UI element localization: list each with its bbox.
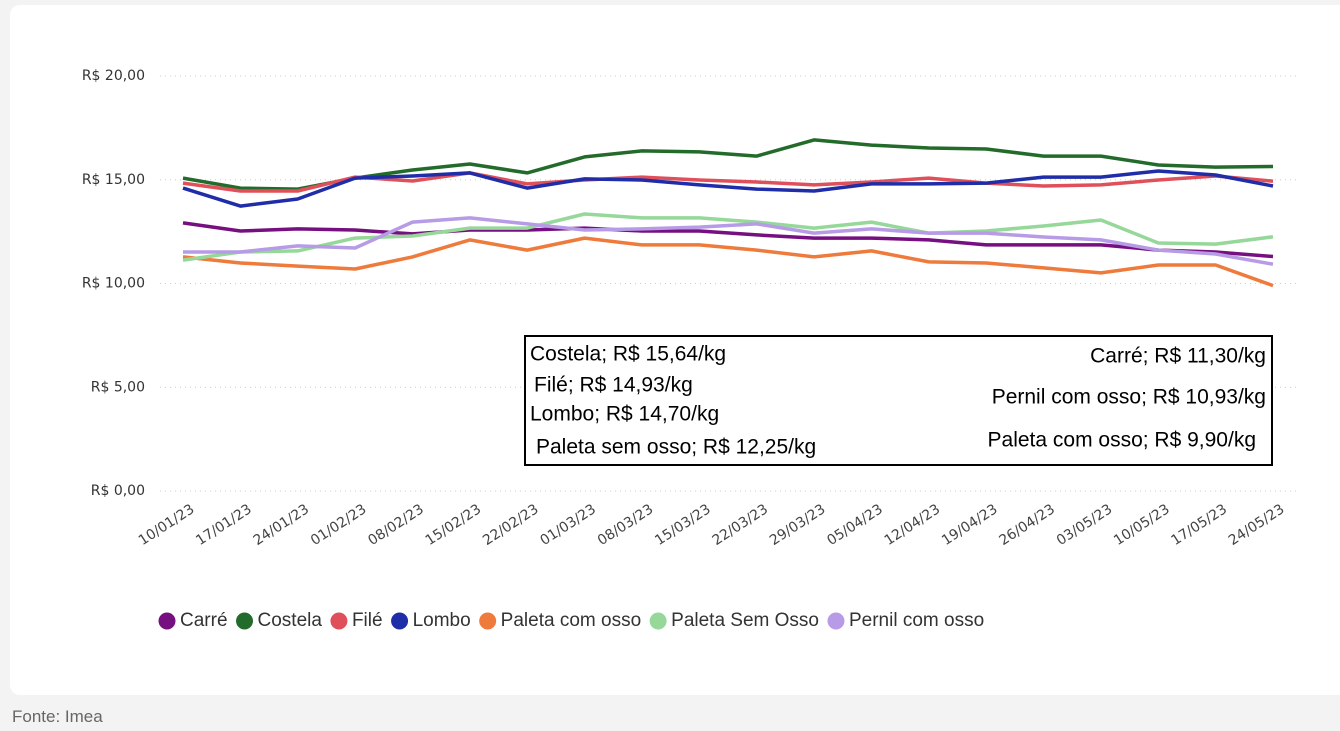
legend-marker xyxy=(391,612,409,630)
legend-marker xyxy=(158,612,176,630)
legend-marker xyxy=(330,612,348,630)
legend-label: Paleta Sem Osso xyxy=(671,610,819,631)
y-tick-label: R$ 5,00 xyxy=(91,379,145,395)
legend-label: Filé xyxy=(352,610,383,631)
x-tick-label: 10/05/23 xyxy=(1111,501,1172,549)
x-tick-label: 29/03/23 xyxy=(767,501,828,549)
annotation: Paleta sem osso; R$ 12,25/kg xyxy=(536,436,816,459)
x-tick-label: 17/05/23 xyxy=(1169,501,1230,549)
x-tick-label: 22/02/23 xyxy=(480,501,541,549)
x-tick-label: 10/01/23 xyxy=(136,501,197,549)
x-tick-label: 08/02/23 xyxy=(365,501,426,549)
x-tick-label: 15/03/23 xyxy=(652,501,713,549)
annotation: Pernil com osso; R$ 10,93/kg xyxy=(992,386,1266,409)
legend-label: Carré xyxy=(180,610,228,631)
x-tick-label: 01/03/23 xyxy=(537,501,598,549)
y-tick-label: R$ 0,00 xyxy=(91,483,145,499)
x-tick-label: 19/04/23 xyxy=(939,501,1000,549)
annotation: Filé; R$ 14,93/kg xyxy=(534,374,693,397)
y-tick-label: R$ 10,00 xyxy=(82,276,145,292)
annotation: Carré; R$ 11,30/kg xyxy=(1090,345,1266,368)
legend-marker xyxy=(479,612,497,630)
x-tick-label: 15/02/23 xyxy=(423,501,484,549)
legend-marker xyxy=(827,612,845,630)
legend-marker xyxy=(649,612,667,630)
annotation: Paleta com osso; R$ 9,90/kg xyxy=(988,429,1256,452)
x-tick-label: 17/01/23 xyxy=(193,501,254,549)
x-tick-label: 03/05/23 xyxy=(1054,501,1115,549)
x-tick-label: 24/05/23 xyxy=(1226,501,1287,549)
annotation: Costela; R$ 15,64/kg xyxy=(530,343,726,366)
legend-marker xyxy=(236,612,254,630)
series-line xyxy=(182,221,1274,259)
series-line xyxy=(182,236,1274,288)
x-tick-label: 22/03/23 xyxy=(710,501,771,549)
series-line xyxy=(183,216,1274,266)
x-tick-label: 12/04/23 xyxy=(882,501,943,549)
x-tick-label: 05/04/23 xyxy=(824,501,885,549)
y-tick-label: R$ 20,00 xyxy=(82,68,145,84)
legend-label: Paleta com osso xyxy=(501,610,641,631)
annotation: Lombo; R$ 14,70/kg xyxy=(530,403,719,426)
x-tick-label: 01/02/23 xyxy=(308,501,369,549)
x-tick-label: 24/01/23 xyxy=(251,501,312,549)
legend-label: Pernil com osso xyxy=(849,610,984,631)
series-line xyxy=(182,169,1274,208)
legend-label: Costela xyxy=(258,610,323,631)
y-tick-label: R$ 15,00 xyxy=(82,172,145,188)
x-tick-label: 08/03/23 xyxy=(595,501,656,549)
x-tick-label: 26/04/23 xyxy=(996,501,1057,549)
series-line xyxy=(182,212,1274,262)
legend-label: Lombo xyxy=(413,610,471,631)
annotation-box xyxy=(524,335,1273,466)
source: Fonte: Imea xyxy=(12,707,103,726)
